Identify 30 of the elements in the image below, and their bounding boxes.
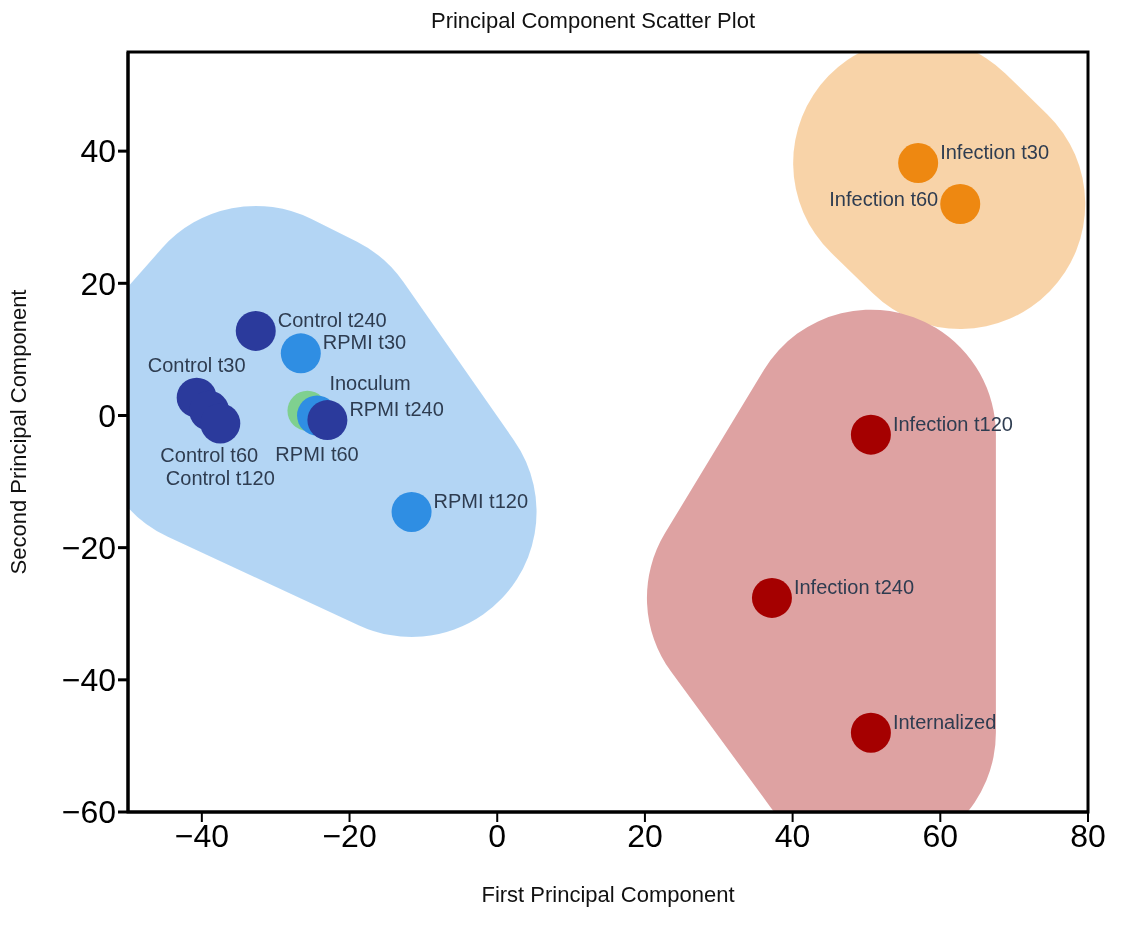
data-label: Internalized: [892, 710, 997, 733]
y-tick-label: 0: [98, 397, 116, 434]
data-label: Control t60: [160, 443, 259, 466]
x-tick-label: −40: [174, 817, 229, 854]
chart-title: Principal Component Scatter Plot: [429, 8, 757, 35]
y-tick-label: 20: [80, 265, 116, 302]
x-tick-label: −20: [322, 817, 377, 854]
data-label: Infection t240: [793, 575, 915, 598]
data-label: Control t120: [165, 467, 275, 490]
x-tick-label: 60: [922, 817, 959, 854]
data-label: RPMI t30: [322, 331, 407, 354]
y-tick-label: −20: [61, 530, 116, 567]
data-label: Inoculum: [329, 372, 411, 395]
data-label: RPMI t120: [433, 489, 529, 512]
data-label: Control t30: [147, 353, 246, 376]
x-tick-label: 0: [488, 817, 507, 854]
y-tick-label: −60: [61, 794, 116, 831]
y-tick-label: 40: [80, 133, 116, 170]
data-label: Infection t120: [892, 412, 1013, 435]
y-axis-title: Second Principal Component: [5, 289, 31, 575]
x-axis-title: First Principal Component: [481, 882, 735, 907]
data-label: Infection t30: [940, 141, 1050, 164]
data-label: RPMI t240: [349, 398, 444, 421]
x-tick-label: 20: [627, 817, 663, 854]
data-label: RPMI t60: [275, 442, 359, 465]
data-label: Infection t60: [829, 187, 939, 210]
x-tick-label: 40: [774, 817, 811, 854]
y-tick-label: −40: [61, 662, 116, 699]
data-label: Control t240: [277, 308, 387, 331]
x-tick-label: 80: [1070, 817, 1106, 854]
